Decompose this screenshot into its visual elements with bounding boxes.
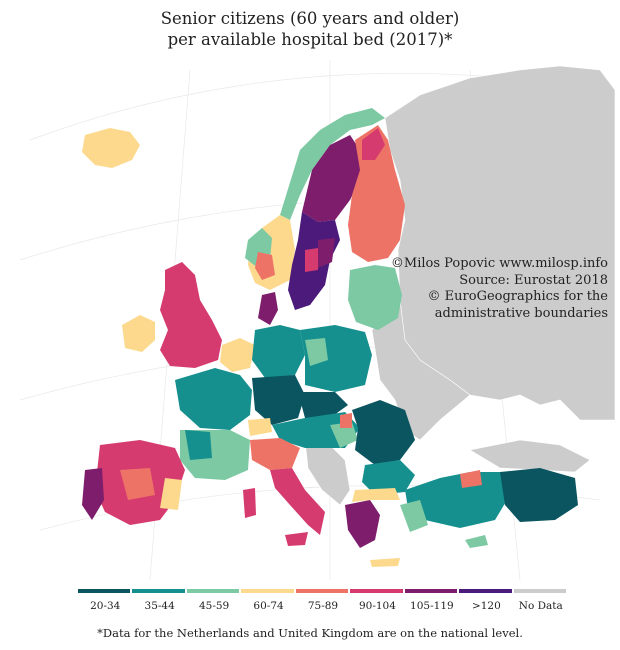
region-ireland (122, 315, 155, 352)
no-data-caucasus (469, 439, 591, 473)
credits-line-2: Source: Eurostat 2018 (459, 272, 608, 288)
region-turkey-aegean (400, 500, 428, 532)
region-bulgaria (362, 460, 415, 495)
legend-swatch (78, 589, 131, 593)
no-data-russia (384, 65, 616, 421)
legend-label: 90-104 (358, 600, 396, 612)
region-hungary-east (330, 422, 358, 448)
region-norway-north (280, 108, 385, 220)
region-finland-north (362, 128, 385, 160)
region-germany-north (252, 325, 305, 378)
map-credits: ©Milos Popovic www.milosp.info Source: E… (391, 256, 608, 322)
region-baltics (348, 265, 402, 330)
legend-item: 75-89 (295, 589, 350, 621)
credits-line-1: ©Milos Popovic www.milosp.info (390, 256, 608, 271)
region-turkey-northeast (460, 470, 482, 488)
region-czechia (298, 392, 348, 418)
region-sicily (285, 532, 308, 546)
legend-label: 75-89 (307, 600, 339, 612)
region-poland-west (305, 338, 328, 366)
legend-item: 90-104 (350, 589, 404, 621)
legend-swatch (459, 589, 512, 593)
region-greece (345, 500, 380, 548)
region-norway-southwest (255, 252, 275, 280)
legend-item: >120 (459, 589, 513, 621)
region-sweden-central (305, 248, 318, 272)
no-data-belarus-ukraine (371, 299, 471, 441)
legend-label: 35-44 (144, 600, 175, 612)
legend-swatch (186, 589, 240, 593)
legend-item: 60-74 (241, 589, 295, 621)
legend-swatch (132, 589, 185, 593)
legend-swatch (295, 589, 349, 593)
map-title: Senior citizens (60 years and older) per… (0, 8, 620, 50)
region-united-kingdom (160, 262, 222, 368)
europe-choropleth-map (19, 60, 616, 581)
title-line-1: Senior citizens (60 years and older) (160, 9, 460, 28)
region-romania (352, 400, 415, 465)
legend-label: 105-119 (410, 600, 454, 612)
region-sweden-north (302, 135, 362, 222)
legend-swatch (513, 589, 566, 593)
region-denmark (258, 292, 278, 325)
region-cyprus (465, 535, 488, 548)
credits-line-3: © EuroGeographics for the (427, 289, 608, 304)
legend-label: >120 (471, 600, 501, 612)
legend-label: No Data (518, 600, 563, 612)
region-italy-south (270, 468, 325, 535)
region-germany-south (252, 375, 305, 425)
legend-label: 60-74 (253, 600, 284, 612)
legend-swatch (241, 589, 294, 593)
no-data-balkans (304, 439, 351, 506)
region-iceland (82, 128, 140, 168)
legend-item: 105-119 (404, 589, 459, 621)
region-sweden-stockholm (318, 238, 335, 268)
region-france-southwest (185, 430, 212, 460)
region-sardinia (243, 488, 256, 518)
region-turkey-west (405, 472, 510, 528)
region-crete (370, 558, 400, 567)
legend-item: 20-34 (78, 589, 132, 621)
region-turkey-east (500, 468, 578, 522)
credits-line-4: administrative boundaries (434, 305, 608, 321)
region-greece-north (352, 488, 400, 502)
region-poland-east (340, 413, 352, 428)
region-spain-center (120, 468, 155, 500)
footnote: *Data for the Netherlands and United Kin… (97, 626, 523, 640)
region-italy-north (250, 438, 300, 470)
region-portugal (82, 468, 104, 520)
legend-swatch (350, 589, 403, 593)
region-france-north (175, 368, 252, 430)
legend-label: 45-59 (198, 600, 230, 612)
region-benelux (220, 338, 255, 372)
map-legend: 20-34 35-44 45-59 60-74 75-89 90-104 105-119 >1… (78, 589, 568, 621)
legend-item: 35-44 (132, 589, 186, 621)
legend-item: 45-59 (186, 589, 241, 621)
region-switzerland (248, 418, 272, 436)
legend-item: No Data (513, 589, 568, 621)
region-spain-east (160, 478, 182, 510)
title-line-2: per available hospital bed (2017)* (167, 30, 453, 49)
legend-swatch (404, 589, 458, 593)
legend-label: 20-34 (90, 600, 121, 612)
